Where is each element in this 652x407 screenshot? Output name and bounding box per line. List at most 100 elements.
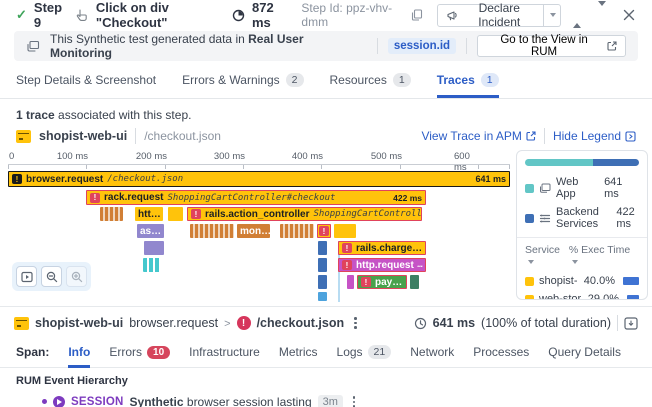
span-tab-info[interactable]: Info (68, 339, 91, 368)
legend-service-row[interactable]: web-store 29.0% (517, 290, 647, 299)
span-mini-blue[interactable] (318, 258, 327, 272)
span-mini-blue[interactable] (318, 275, 327, 289)
banner-text-bold: Real User Monitoring (50, 32, 304, 60)
external-link-icon (607, 41, 617, 51)
legend-group-backend[interactable]: Backend Services 422 ms (517, 203, 647, 233)
span-duration: 641 ms (432, 316, 476, 330)
rum-hierarchy-title: RUM Event Hierarchy (16, 375, 128, 387)
session-bullet-icon (42, 399, 47, 405)
step-header: ✓ Step 9 Click on div "Checkout" 872 ms … (0, 0, 652, 30)
span-mini-yellow[interactable] (334, 224, 356, 238)
legend-group-web-app[interactable]: Web App 641 ms (517, 173, 647, 203)
session-id-tag[interactable]: session.id (387, 38, 457, 54)
step-id: Step Id: ppz-vhv-dmm (301, 1, 393, 29)
previous-step-button[interactable] (568, 2, 586, 28)
span-rack-request[interactable]: rack.request ShoppingCartController#chec… (86, 190, 426, 205)
span-http-truncated[interactable]: htt… (135, 207, 163, 221)
span-browser-request[interactable]: browser.request /checkout.json 641 ms (8, 171, 510, 187)
copy-icon[interactable] (411, 9, 423, 21)
span-mini-magenta[interactable] (347, 275, 354, 289)
session-duration-badge: 3m (317, 394, 343, 407)
legend-service-row[interactable]: shopist-web-ui 40.0% (517, 272, 647, 290)
hide-legend-link[interactable]: Hide Legend (553, 129, 636, 143)
external-link-icon (526, 131, 536, 141)
span-tab-network[interactable]: Network (410, 345, 455, 359)
span-mini-orange[interactable] (280, 224, 314, 238)
selected-span-bar: shopist-web-ui browser.request /checkout… (0, 307, 652, 339)
session-description: Synthetic browser session lasting (129, 394, 312, 407)
zoom-to-fit-button[interactable] (16, 266, 37, 287)
error-badge-icon (90, 192, 100, 203)
span-mini-orange[interactable] (190, 224, 234, 238)
span-mini-orange[interactable] (100, 207, 123, 221)
span-error-icon (236, 316, 251, 330)
errors-count: 10 (147, 345, 171, 359)
span-mini-yellow[interactable] (168, 207, 183, 221)
next-step-button[interactable] (593, 1, 611, 28)
tab-resources[interactable]: Resources 1 (330, 68, 411, 98)
span-rails-action-controller[interactable]: rails.action_controller ShoppingCartCont… (187, 207, 422, 221)
web-app-portion (525, 159, 594, 166)
span-service: shopist-web-ui (35, 316, 124, 330)
axis-tick-label: 300 ms (213, 151, 245, 162)
span-mini-purple[interactable] (144, 241, 164, 255)
error-badge-icon (12, 174, 22, 184)
session-menu-dots[interactable] (349, 394, 360, 407)
span-tab-query-details[interactable]: Query Details (548, 345, 621, 359)
exec-time-column-sort[interactable]: % Exec Time (569, 244, 639, 268)
backend-portion (593, 159, 639, 166)
span-tabs-prefix: Span: (16, 345, 50, 359)
span-mini-blue[interactable] (318, 241, 327, 255)
session-play-icon (53, 395, 65, 407)
span-tab-metrics[interactable]: Metrics (278, 345, 318, 359)
zoom-in-icon[interactable] (66, 266, 87, 287)
span-mini-green[interactable] (410, 275, 419, 289)
step-action-label: Click on div "Checkout" (95, 0, 169, 30)
span-mini-error[interactable] (317, 224, 331, 238)
duration-distribution-bar (525, 159, 639, 166)
step-number: Step 9 (33, 0, 63, 30)
span-menu-dots[interactable] (350, 315, 361, 331)
error-badge-icon (342, 260, 352, 270)
go-to-rum-button[interactable]: Go to the View in RUM (477, 34, 627, 58)
axis-tick-label: 600 ms (454, 151, 470, 173)
rum-info-banner: This Synthetic test generated data in Re… (14, 31, 638, 61)
tab-errors-warnings[interactable]: Errors & Warnings 2 (182, 68, 304, 98)
banner-text: This Synthetic test generated data in Re… (50, 32, 304, 60)
tab-step-details[interactable]: Step Details & Screenshot (16, 73, 157, 87)
span-mini-lightblue[interactable] (318, 292, 327, 301)
span-http-request[interactable]: http.request … (338, 258, 426, 272)
span-async-truncated[interactable]: as… (137, 224, 164, 238)
step-tabs: Step Details & Screenshot Errors & Warni… (0, 68, 652, 99)
axis-tick-label: 0 (9, 151, 15, 162)
zoom-out-icon[interactable] (41, 266, 62, 287)
flame-graph[interactable]: 0 100 ms 200 ms 300 ms 400 ms 500 ms 600… (8, 150, 510, 302)
service-column-sort[interactable]: Service (525, 244, 569, 268)
trace-service-name: shopist-web-ui (39, 129, 128, 143)
open-panel-icon[interactable] (624, 316, 638, 330)
axis-tick-label: 400 ms (291, 151, 323, 162)
close-icon[interactable] (618, 5, 640, 25)
span-tab-processes[interactable]: Processes (473, 345, 530, 359)
span-tab-infrastructure[interactable]: Infrastructure (189, 345, 260, 359)
tab-traces[interactable]: Traces 1 (436, 68, 499, 98)
declare-incident-button[interactable]: Declare Incident (436, 1, 544, 29)
flame-zoom-controls (12, 262, 91, 291)
span-pay[interactable]: pay… (357, 275, 407, 289)
time-axis (8, 164, 510, 165)
rum-session-row[interactable]: SESSION Synthetic browser session lastin… (16, 394, 636, 407)
span-mini-teal[interactable] (143, 258, 161, 272)
declare-incident-label: Declare Incident (478, 1, 521, 29)
span-rails-charge[interactable]: rails.charge… (338, 241, 426, 255)
browser-service-icon (14, 316, 29, 330)
error-badge-icon (342, 243, 352, 253)
error-badge-icon (319, 226, 329, 236)
span-mongo-truncated[interactable]: mon… (237, 224, 270, 238)
span-tab-logs[interactable]: Logs 21 (337, 339, 392, 368)
error-badge-icon (361, 277, 371, 287)
span-tab-errors[interactable]: Errors 10 (109, 339, 171, 368)
view-trace-apm-link[interactable]: View Trace in APM (421, 129, 536, 143)
breadcrumb-chevron-icon (224, 316, 230, 330)
axis-tick-label: 500 ms (370, 151, 402, 162)
declare-incident-dropdown[interactable] (543, 3, 562, 27)
